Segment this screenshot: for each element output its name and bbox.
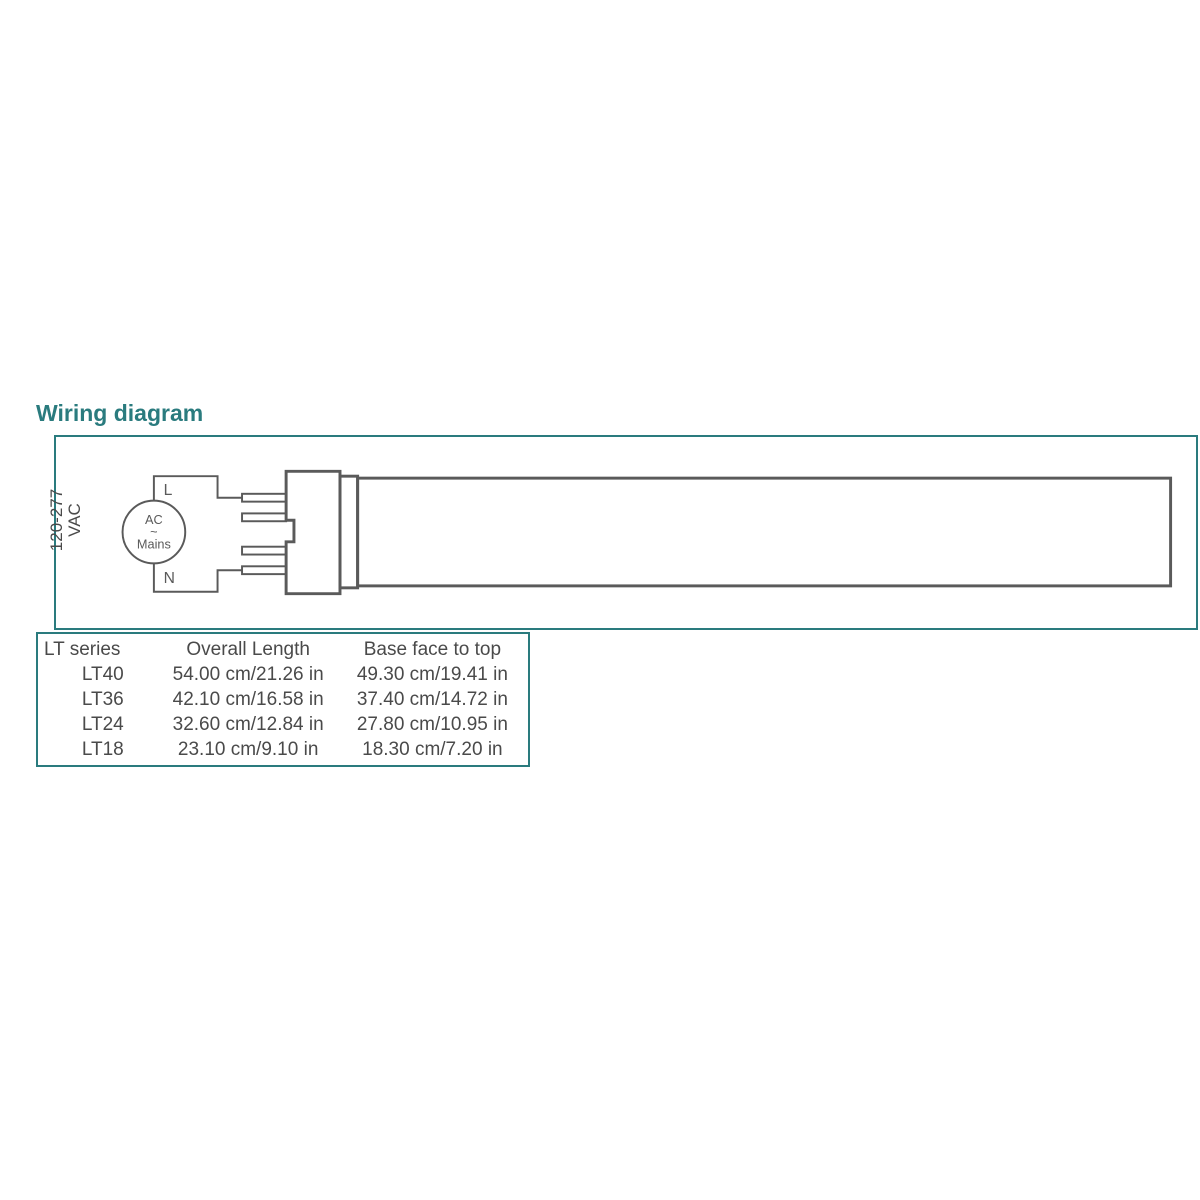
col-header-length: Overall Length [154,637,343,662]
col-header-series: LT series [44,637,154,662]
lamp-base [286,471,340,593]
ac-text-3: Mains [137,537,171,552]
transition-block [340,476,358,588]
pin [242,513,286,521]
cell-length: 23.10 cm/9.10 in [154,737,343,762]
diagram-title: Wiring diagram [36,400,1182,427]
table-row: LT3642.10 cm/16.58 in37.40 cm/14.72 in [38,687,528,712]
cell-series: LT36 [44,687,154,712]
cell-baseface: 37.40 cm/14.72 in [343,687,522,712]
cell-length: 54.00 cm/21.26 in [154,662,343,687]
lamp-tube [358,478,1171,586]
base-outline [286,471,340,593]
cell-length: 42.10 cm/16.58 in [154,687,343,712]
terminal-n-label: N [164,570,175,587]
table-header-row: LT series Overall Length Base face to to… [38,637,528,662]
pin [242,494,286,502]
cell-baseface: 27.80 cm/10.95 in [343,712,522,737]
pin [242,547,286,555]
cell-series: LT24 [44,712,154,737]
cell-baseface: 18.30 cm/7.20 in [343,737,522,762]
dimensions-table: LT series Overall Length Base face to to… [36,632,530,767]
voltage-line2: VAC [65,503,84,537]
wiring-diagram-box: 120-277 VAC AC ~ Mains L N [54,435,1198,630]
pins [242,494,286,574]
cell-series: LT18 [44,737,154,762]
cell-length: 32.60 cm/12.84 in [154,712,343,737]
col-header-baseface: Base face to top [343,637,522,662]
voltage-line1: 120-277 [47,489,66,551]
table-row: LT1823.10 cm/9.10 in18.30 cm/7.20 in [38,737,528,762]
table-row: LT4054.00 cm/21.26 in49.30 cm/19.41 in [38,662,528,687]
cell-baseface: 49.30 cm/19.41 in [343,662,522,687]
wiring-svg: AC ~ Mains L N [56,437,1196,628]
pin [242,566,286,574]
table-row: LT2432.60 cm/12.84 in27.80 cm/10.95 in [38,712,528,737]
cell-series: LT40 [44,662,154,687]
voltage-label: 120-277 VAC [48,480,84,560]
terminal-l-label: L [164,482,173,499]
